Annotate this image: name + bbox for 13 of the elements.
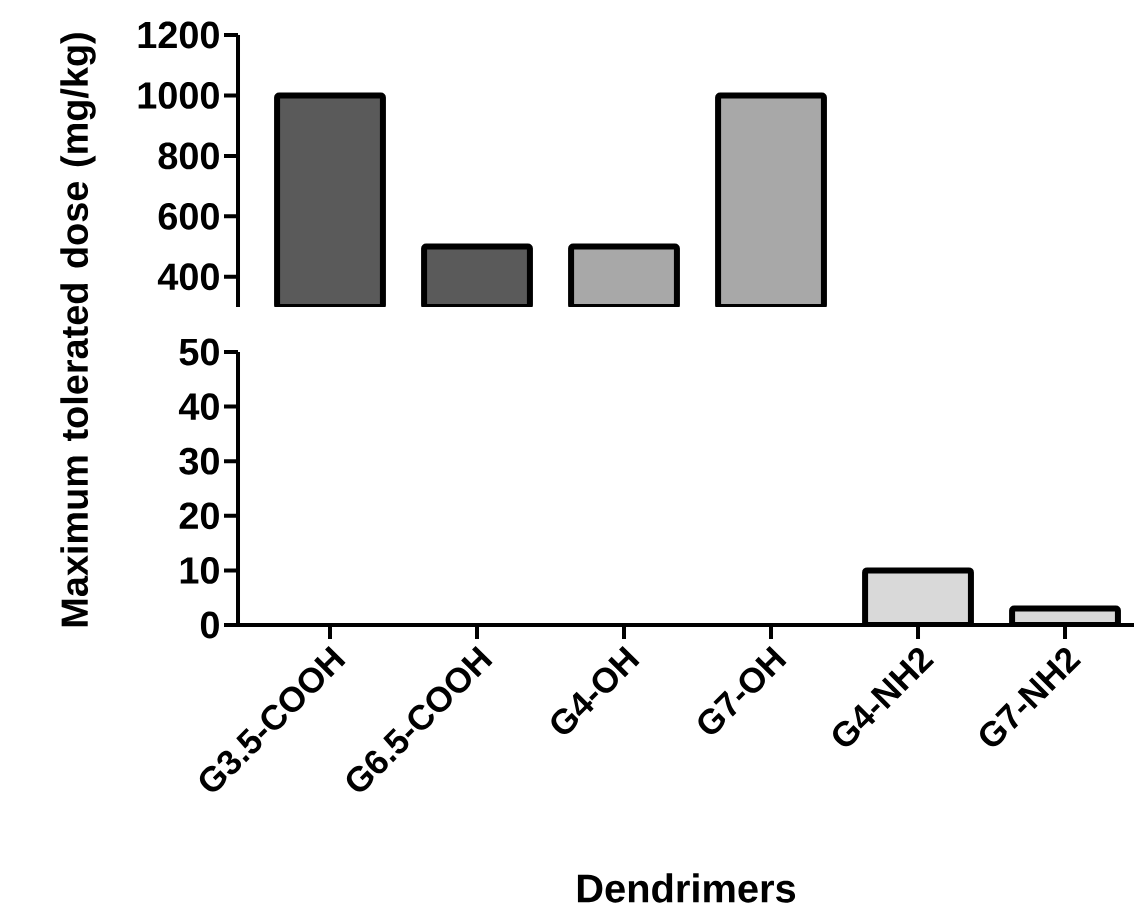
y-tick-label: 1200 <box>138 21 219 49</box>
y-tick-label: 30 <box>179 447 219 475</box>
y-tick-label: 1000 <box>138 82 219 109</box>
y-tick-label: 50 <box>179 338 219 366</box>
x-axis-title: Dendrimers <box>577 873 796 903</box>
y-tick-label: 800 <box>158 142 219 170</box>
y-axis-title: Maximum tolerated dose (mg/kg) <box>60 33 96 627</box>
y-tick-label: 20 <box>179 502 219 530</box>
y-tick-label: 10 <box>180 557 219 584</box>
y-tick-label: 40 <box>178 393 219 421</box>
y-tick-label: 0 <box>200 611 219 639</box>
y-tick-label: 400 <box>157 263 219 291</box>
y-tick-label: 600 <box>158 202 219 230</box>
